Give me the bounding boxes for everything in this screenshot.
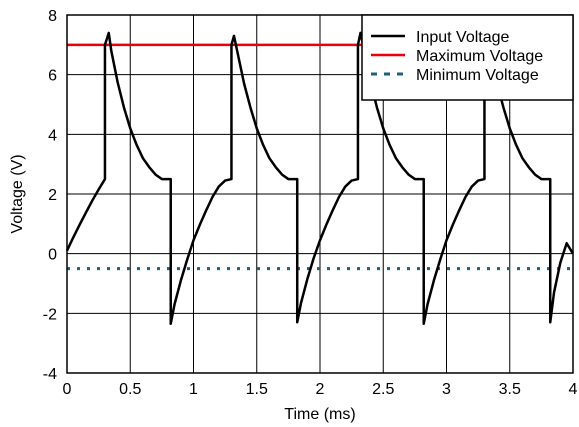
x-tick-label: 2 [316, 381, 325, 398]
x-tick-label: 2.5 [372, 381, 394, 398]
x-tick-label: 3 [442, 381, 451, 398]
x-tick-label: 0 [63, 381, 72, 398]
legend-label-maximum-voltage: Maximum Voltage [416, 48, 543, 65]
y-tick-label: 0 [48, 247, 57, 264]
x-tick-label: 4 [569, 381, 578, 398]
y-tick-label: 2 [48, 187, 57, 204]
legend-box [361, 14, 574, 101]
x-tick-label: 0.5 [119, 381, 141, 398]
axis-ticks: 0 0.5 1 1.5 2 2.5 3 3.5 4 -4 -2 0 2 4 6 8 [43, 8, 578, 398]
y-tick-label: 4 [48, 127, 57, 144]
y-axis-label: Voltage (V) [9, 154, 26, 233]
y-tick-label: -4 [43, 366, 57, 383]
y-tick-label: 6 [48, 68, 57, 85]
legend-label-input-voltage: Input Voltage [416, 29, 510, 46]
legend: Input Voltage Maximum Voltage Minimum Vo… [361, 14, 574, 101]
y-tick-label: 8 [48, 8, 57, 25]
plot-frame [66, 14, 574, 374]
y-tick-label: -2 [43, 306, 57, 323]
x-tick-label: 3.5 [499, 381, 521, 398]
x-axis-label: Time (ms) [284, 406, 355, 423]
legend-label-minimum-voltage: Minimum Voltage [416, 67, 539, 84]
x-tick-label: 1.5 [246, 381, 268, 398]
x-tick-label: 1 [189, 381, 198, 398]
